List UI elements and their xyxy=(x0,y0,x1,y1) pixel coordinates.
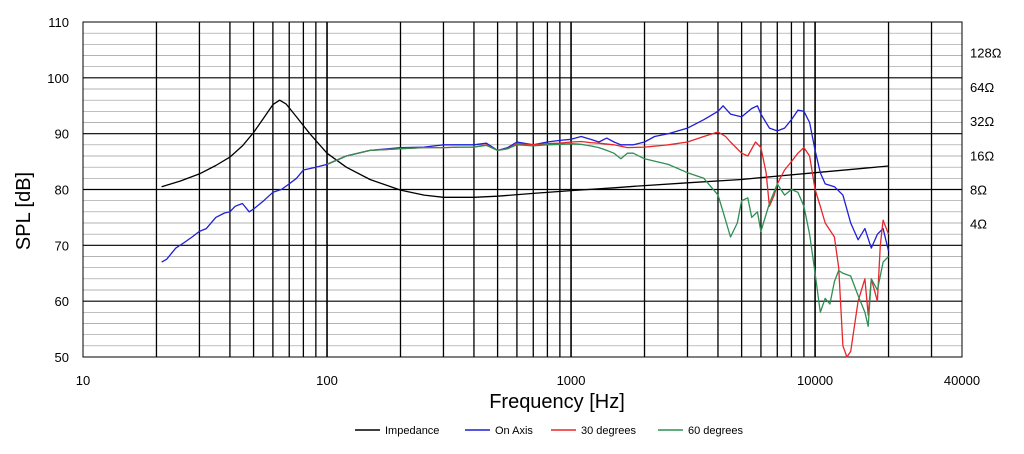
legend-label: 60 degrees xyxy=(688,425,744,437)
y-tick-labels: 50 60 70 80 90 100 110 xyxy=(47,15,69,365)
legend-item: On Axis xyxy=(465,425,533,437)
legend-label: 30 degrees xyxy=(581,425,637,437)
x-tick-label: 1000 xyxy=(557,373,586,388)
y2-tick-label: 16Ω xyxy=(970,148,994,163)
plot-frame xyxy=(82,21,963,358)
y-tick-label: 60 xyxy=(55,294,69,309)
y2-tick-label: 64Ω xyxy=(970,80,994,95)
series-lines xyxy=(161,99,890,358)
y2-tick-labels: 4Ω 8Ω 16Ω 32Ω 64Ω 128Ω xyxy=(970,46,1002,232)
y-tick-label: 110 xyxy=(48,15,69,30)
y-tick-label: 70 xyxy=(55,238,69,253)
legend: Impedance On Axis 30 degrees 60 degrees xyxy=(355,425,744,437)
y2-tick-label: 8Ω xyxy=(970,183,987,198)
x-tick-labels: 10 100 1000 10000 40000 xyxy=(76,373,980,388)
x-axis-label: Frequency [Hz] xyxy=(489,391,625,413)
y2-tick-label: 32Ω xyxy=(970,114,994,129)
legend-item: Impedance xyxy=(355,425,439,437)
y-tick-label: 50 xyxy=(55,350,69,365)
x-tick-label: 100 xyxy=(316,373,338,388)
x-tick-label: 10000 xyxy=(797,373,833,388)
legend-item: 30 degrees xyxy=(551,425,637,437)
y2-tick-label: 4Ω xyxy=(970,217,987,232)
x-tick-label: 40000 xyxy=(944,373,980,388)
legend-item: 60 degrees xyxy=(658,425,744,437)
x-tick-label: 10 xyxy=(76,373,90,388)
series-line-on-axis xyxy=(161,105,890,263)
series-line-60-degrees xyxy=(326,143,889,327)
y-tick-label: 100 xyxy=(47,71,69,86)
y-tick-label: 80 xyxy=(55,183,69,198)
major-grid xyxy=(83,22,962,357)
y-tick-label: 90 xyxy=(55,127,69,142)
y2-tick-label: 128Ω xyxy=(970,46,1002,61)
legend-label: Impedance xyxy=(385,425,439,437)
series-line-impedance xyxy=(161,99,889,198)
y-axis-label: SPL [dB] xyxy=(13,172,35,250)
legend-label: On Axis xyxy=(495,425,533,437)
